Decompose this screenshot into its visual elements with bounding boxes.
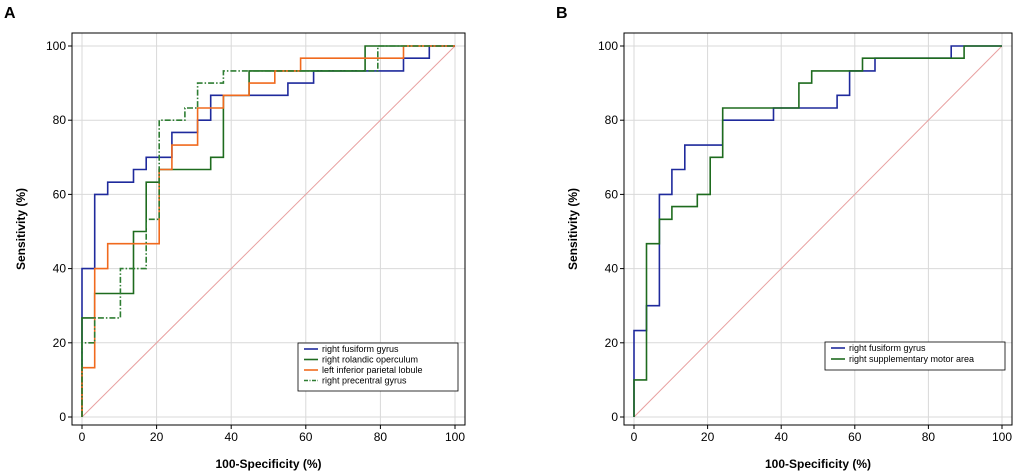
roc-curve-right-supplementary-motor-area <box>633 45 1002 417</box>
legend-label: left inferior parietal lobule <box>322 365 423 375</box>
reference-diagonal-line <box>81 45 456 418</box>
y-tick-label: 40 <box>53 262 67 276</box>
y-tick-label: 0 <box>59 410 66 424</box>
x-tick-label: 40 <box>225 430 239 444</box>
panel-letter: B <box>556 5 568 22</box>
y-tick-label: 100 <box>598 39 618 53</box>
legend-box <box>297 342 459 392</box>
y-tick-label: 80 <box>605 113 619 127</box>
x-tick-label: 100 <box>992 430 1012 444</box>
y-tick-label: 60 <box>605 187 619 201</box>
panel-a: A 0 20 40 60 80 100 0 20 40 60 80 100 100-Specificity… <box>4 5 466 471</box>
x-tick-label: 0 <box>79 430 86 444</box>
x-tick-label: 80 <box>922 430 936 444</box>
x-axis-title: 100-Specificity (%) <box>765 457 871 471</box>
panel-b: B 0 20 40 60 80 100 0 20 40 60 80 100 100-Specificity… <box>556 5 1013 471</box>
legend-label: right precentral gyrus <box>322 376 407 386</box>
x-tick-label: 60 <box>848 430 862 444</box>
plot-frame <box>71 32 466 426</box>
legend-label: right fusiform gyrus <box>849 343 926 353</box>
y-axis-title: Sensitivity (%) <box>566 188 580 270</box>
x-tick-label: 80 <box>374 430 388 444</box>
legend-label: right fusiform gyrus <box>322 344 399 354</box>
legend-box <box>824 341 1006 371</box>
reference-diagonal-line <box>633 45 1003 418</box>
y-tick-label: 20 <box>605 336 619 350</box>
x-tick-label: 20 <box>150 430 164 444</box>
y-tick-label: 100 <box>46 39 66 53</box>
x-tick-label: 100 <box>445 430 465 444</box>
roc-curve-right-precentral-gyrus <box>81 45 455 417</box>
plot-frame <box>623 32 1013 426</box>
legend-label: right supplementary motor area <box>849 354 974 364</box>
legend-label: right rolandic operculum <box>322 355 418 365</box>
y-tick-label: 20 <box>53 336 67 350</box>
y-tick-label: 80 <box>53 113 67 127</box>
panel-letter: A <box>4 5 16 22</box>
roc-curve-left-inferior-parietal-lobule <box>81 45 455 417</box>
x-axis-title: 100-Specificity (%) <box>215 457 321 471</box>
y-tick-label: 40 <box>605 262 619 276</box>
x-tick-label: 60 <box>299 430 313 444</box>
y-tick-label: 60 <box>53 187 67 201</box>
y-axis-title: Sensitivity (%) <box>14 188 28 270</box>
x-tick-label: 0 <box>631 430 638 444</box>
x-tick-label: 20 <box>701 430 715 444</box>
y-tick-label: 0 <box>611 410 618 424</box>
x-tick-label: 40 <box>775 430 789 444</box>
